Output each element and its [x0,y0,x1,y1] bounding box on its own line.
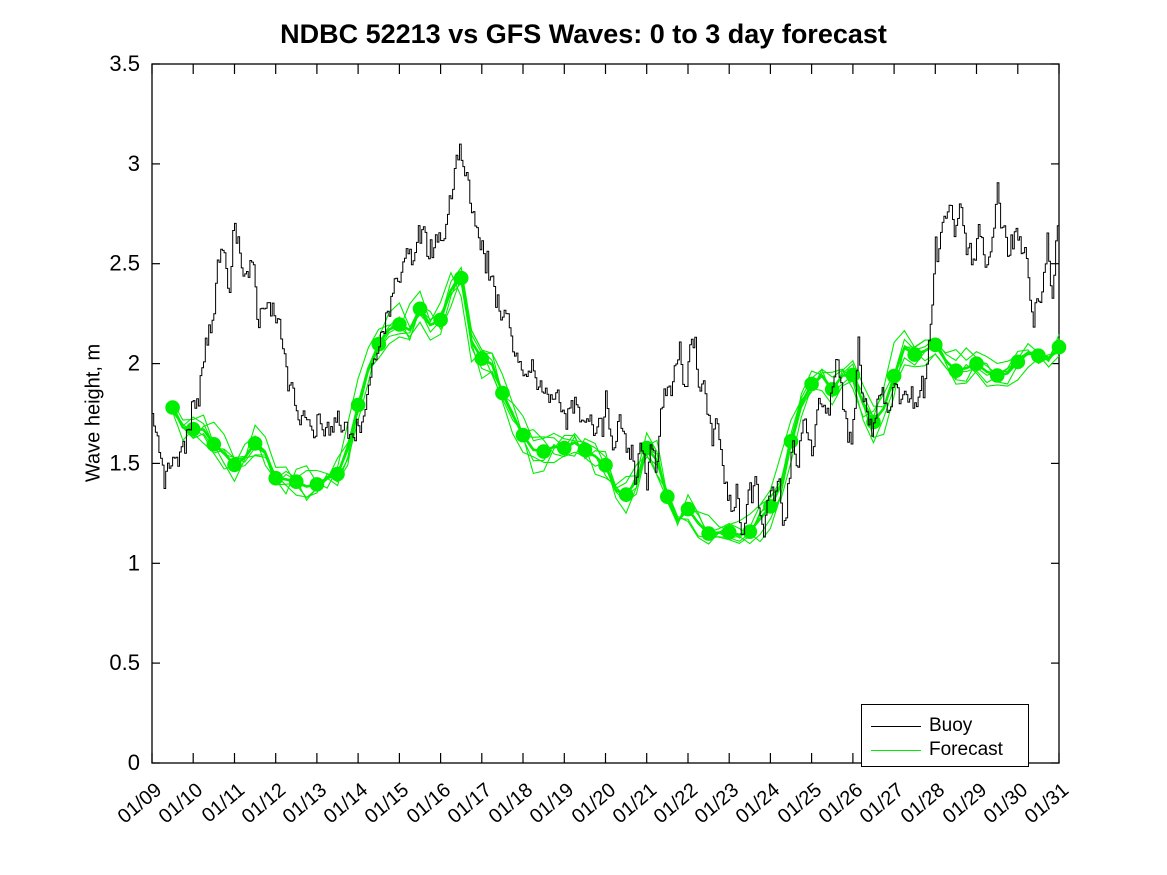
svg-text:3: 3 [128,151,140,176]
svg-text:0.5: 0.5 [109,650,140,675]
svg-text:1.5: 1.5 [109,450,140,475]
svg-text:0: 0 [128,750,140,775]
svg-text:2.5: 2.5 [109,251,140,276]
svg-text:3.5: 3.5 [109,51,140,76]
svg-text:2: 2 [128,351,140,376]
svg-text:1: 1 [128,550,140,575]
